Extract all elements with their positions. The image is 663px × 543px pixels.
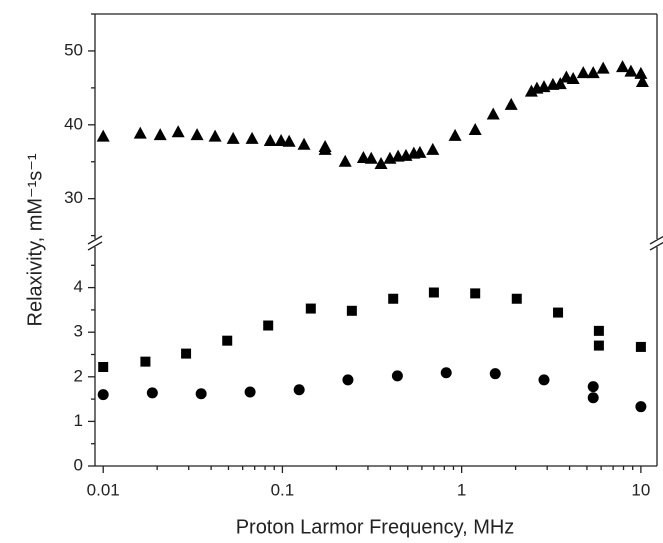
triangle-point — [426, 142, 440, 155]
circle-point — [342, 374, 354, 386]
axis-break — [87, 241, 103, 251]
triangle-point — [318, 142, 332, 155]
y-tick-label: 30 — [64, 188, 83, 207]
triangle-point — [468, 122, 482, 135]
triangle-point — [356, 151, 370, 164]
axis-break — [649, 235, 663, 245]
triangle-point — [190, 128, 204, 141]
square-point — [181, 348, 192, 359]
triangle-point — [616, 60, 630, 73]
circle-point — [195, 388, 207, 400]
square-point — [388, 293, 399, 304]
circle-point — [440, 367, 452, 379]
y-tick-label: 40 — [64, 114, 83, 133]
circle-point — [538, 374, 550, 386]
circle-point — [587, 392, 599, 404]
triangle-point — [576, 66, 590, 79]
triangle-point — [297, 137, 311, 150]
triangle-point — [263, 134, 277, 147]
square-point — [593, 325, 604, 336]
y-tick-label: 4 — [74, 277, 83, 296]
triangle-point — [153, 128, 167, 141]
y-tick-label: 2 — [74, 366, 83, 385]
square-point — [263, 320, 274, 331]
x-tick-label: 0.01 — [87, 480, 120, 499]
x-tick-label: 0.1 — [271, 480, 295, 499]
triangle-point — [274, 134, 288, 147]
triangle-point — [586, 66, 600, 79]
square-point — [305, 303, 316, 314]
square-point — [222, 335, 233, 346]
triangle-point — [635, 74, 649, 87]
square-point — [553, 307, 564, 318]
triangle-point — [364, 151, 378, 164]
triangle-point — [566, 72, 580, 85]
circle-point — [391, 370, 403, 382]
square-point — [593, 340, 604, 351]
triangle-point — [596, 61, 610, 74]
x-tick-label: 10 — [631, 480, 650, 499]
circle-point — [635, 401, 647, 413]
triangle-point — [208, 129, 222, 142]
triangle-point — [634, 66, 648, 79]
x-tick-label: 1 — [457, 480, 466, 499]
circle-point — [97, 389, 109, 401]
circle-point — [587, 381, 599, 393]
triangle-point — [504, 97, 518, 110]
triangle-point — [624, 64, 638, 77]
triangle-point — [553, 77, 567, 90]
square-point — [511, 293, 522, 304]
square-point — [346, 305, 357, 316]
circle-point — [293, 384, 305, 396]
y-axis-label: Relaxivity, mM⁻¹s⁻¹ — [24, 153, 46, 326]
y-tick-label: 1 — [74, 411, 83, 430]
square-point — [428, 287, 439, 298]
triangle-point — [486, 107, 500, 120]
square-point — [140, 356, 151, 367]
square-point — [635, 341, 646, 352]
circle-point — [489, 368, 501, 380]
triangle-point — [338, 154, 352, 167]
y-tick-label: 50 — [64, 40, 83, 59]
triangle-point — [245, 131, 259, 144]
triangle-point — [374, 156, 388, 169]
triangle-point — [96, 129, 110, 142]
axis-break — [649, 241, 663, 251]
axis-break — [87, 235, 103, 245]
triangle-point — [282, 134, 296, 147]
triangle-point — [448, 128, 462, 141]
square-point — [98, 361, 109, 372]
y-tick-label: 0 — [74, 455, 83, 474]
x-axis-label: Proton Larmor Frequency, MHz — [236, 516, 515, 538]
triangle-point — [171, 125, 185, 138]
triangle-point — [133, 126, 147, 139]
circle-point — [244, 386, 256, 398]
circle-point — [146, 387, 158, 399]
triangle-point — [413, 145, 427, 158]
y-tick-label: 3 — [74, 322, 83, 341]
square-point — [470, 288, 481, 299]
triangle-point — [226, 131, 240, 144]
